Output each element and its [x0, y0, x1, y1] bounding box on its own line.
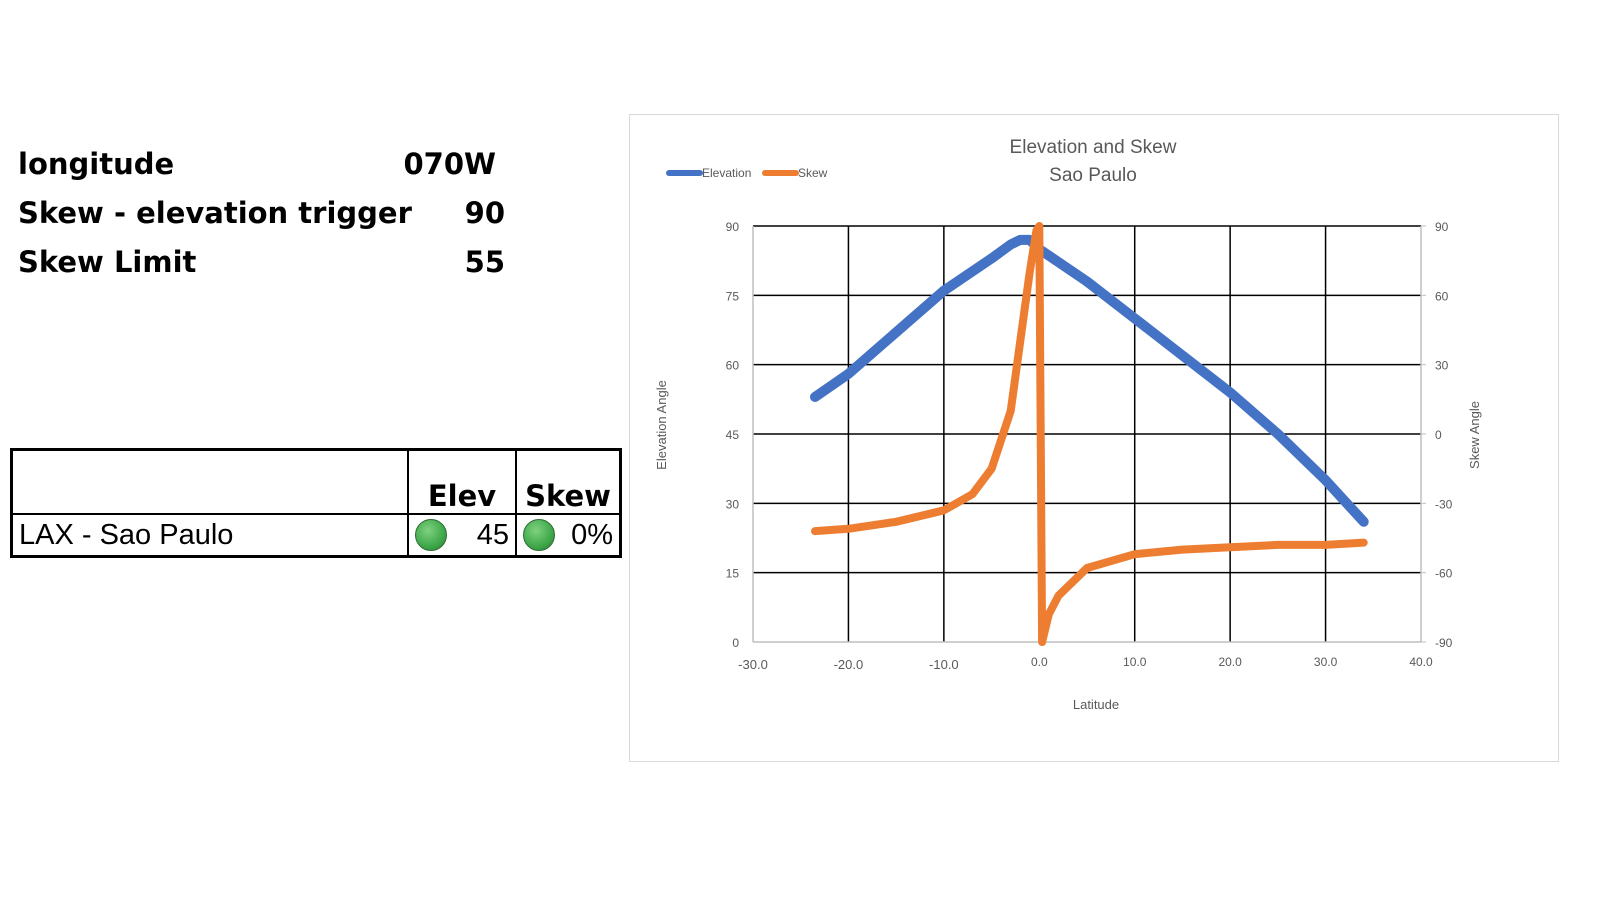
route-name: LAX - Sao Paulo	[10, 513, 409, 558]
param-label: longitude	[18, 147, 175, 181]
y2-tick-label: -60	[1435, 567, 1453, 581]
y-tick-label: 60	[726, 359, 740, 373]
x-axis-label: Latitude	[1073, 697, 1119, 712]
param-value: 070W	[403, 147, 496, 181]
series-elevation-line	[810, 234, 1369, 527]
status-green-icon	[523, 519, 555, 551]
y2-axis-label: Skew Angle	[1467, 401, 1482, 469]
chart-container: Elevation and Skew Sao Paulo Elevation S…	[629, 114, 1559, 762]
chart-subtitle: Sao Paulo	[1049, 165, 1137, 186]
grid	[753, 225, 1421, 642]
y2-tick-label: 60	[1435, 289, 1449, 303]
x-tick-label: -20.0	[834, 657, 864, 672]
elev-value: 45	[476, 518, 509, 551]
x-tick-label: 40.0	[1409, 655, 1433, 669]
elev-cell: 45	[407, 513, 517, 558]
param-label: Skew Limit	[18, 245, 197, 279]
y2-tick-label: 0	[1435, 428, 1442, 442]
x-tick-label: 0.0	[1031, 655, 1048, 669]
header-name	[10, 448, 409, 515]
parameters-panel: longitude 070W Skew - elevation trigger …	[18, 140, 518, 287]
status-green-icon	[415, 519, 447, 551]
x-tick-label: -10.0	[929, 657, 959, 672]
axes: 0 15 30 45 60 75 90 -90 -60 -30 0 30 60 90 -30.0 -20.0 -…	[726, 220, 1453, 672]
series-skew-line	[811, 222, 1368, 646]
param-skew-limit: Skew Limit 55	[18, 238, 518, 287]
y2-tick-label: 30	[1435, 359, 1449, 373]
table-header-row: Elev Skew	[10, 448, 622, 515]
y-tick-label: 15	[726, 567, 740, 581]
y2-tick-label: 90	[1435, 220, 1449, 234]
y2-tick-label: -90	[1435, 636, 1453, 650]
y-tick-label: 90	[726, 220, 740, 234]
header-skew: Skew	[515, 448, 622, 515]
y2-tick-label: -30	[1435, 497, 1453, 511]
x-tick-label: 20.0	[1218, 655, 1242, 669]
legend-elevation-label: Elevation	[702, 166, 751, 180]
legend: Elevation Skew	[666, 166, 828, 180]
skew-cell: 0%	[515, 513, 622, 558]
status-table: Elev Skew LAX - Sao Paulo 45 0%	[10, 448, 622, 558]
param-label: Skew - elevation trigger	[18, 196, 412, 230]
series	[810, 222, 1369, 646]
table-row: LAX - Sao Paulo 45 0%	[10, 513, 622, 558]
y-tick-label: 30	[726, 497, 740, 511]
y-tick-label: 0	[732, 636, 739, 650]
y-axis-label: Elevation Angle	[654, 380, 669, 470]
chart-title: Elevation and Skew	[1010, 137, 1177, 158]
param-value: 90	[464, 196, 505, 230]
header-elev: Elev	[407, 448, 517, 515]
legend-skew-label: Skew	[798, 166, 828, 180]
param-longitude: longitude 070W	[18, 140, 518, 189]
x-tick-label: 30.0	[1314, 655, 1338, 669]
y-tick-label: 75	[726, 289, 740, 303]
x-tick-label: 10.0	[1123, 655, 1147, 669]
skew-value: 0%	[571, 518, 613, 551]
elevation-skew-chart: Elevation and Skew Sao Paulo Elevation S…	[654, 137, 1482, 712]
x-tick-label: -30.0	[738, 657, 768, 672]
param-value: 55	[464, 245, 505, 279]
y-tick-label: 45	[726, 428, 740, 442]
param-skew-elevation-trigger: Skew - elevation trigger 90	[18, 189, 518, 238]
